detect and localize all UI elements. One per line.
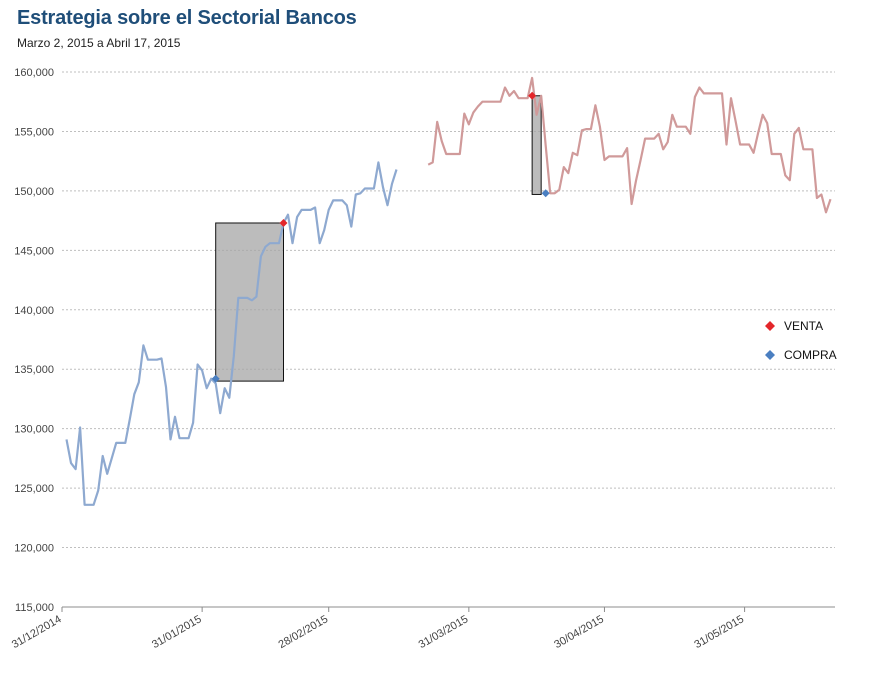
marker-venta bbox=[279, 218, 288, 227]
y-tick-label: 130,000 bbox=[14, 424, 54, 436]
strategy-box bbox=[531, 95, 542, 195]
y-tick-label: 145,000 bbox=[14, 245, 54, 257]
y-tick-label: 140,000 bbox=[14, 305, 54, 317]
legend-label-venta: VENTA bbox=[784, 319, 823, 333]
y-tick-label: 120,000 bbox=[14, 543, 54, 555]
y-tick-label: 135,000 bbox=[14, 364, 54, 376]
marker-compra bbox=[541, 189, 550, 198]
chart-title: Estrategia sobre el Sectorial Bancos bbox=[17, 7, 357, 29]
y-tick-label: 155,000 bbox=[14, 126, 54, 138]
y-tick-label: 115,000 bbox=[15, 602, 54, 614]
marker-venta bbox=[528, 91, 537, 100]
x-tick-label: 31/03/2015 bbox=[417, 613, 471, 651]
series-line-history bbox=[65, 161, 398, 506]
x-tick-label: 31/01/2015 bbox=[150, 613, 204, 651]
series-line-forecast bbox=[427, 76, 832, 214]
legend-marker-venta bbox=[765, 321, 775, 331]
x-tick-label: 30/04/2015 bbox=[552, 613, 606, 651]
y-tick-label: 150,000 bbox=[14, 186, 54, 198]
y-tick-label: 125,000 bbox=[14, 483, 54, 495]
x-tick-label: 31/05/2015 bbox=[692, 613, 746, 651]
strategy-box bbox=[215, 222, 285, 382]
x-tick-label: 31/12/2014 bbox=[10, 613, 64, 651]
marker-compra bbox=[211, 374, 220, 383]
x-tick-label: 28/02/2015 bbox=[277, 613, 331, 651]
legend-marker-compra bbox=[765, 350, 775, 360]
legend-label-compra: COMPRA bbox=[784, 348, 837, 362]
chart-subtitle: Marzo 2, 2015 a Abril 17, 2015 bbox=[17, 36, 181, 50]
y-tick-label: 160,000 bbox=[14, 67, 54, 79]
